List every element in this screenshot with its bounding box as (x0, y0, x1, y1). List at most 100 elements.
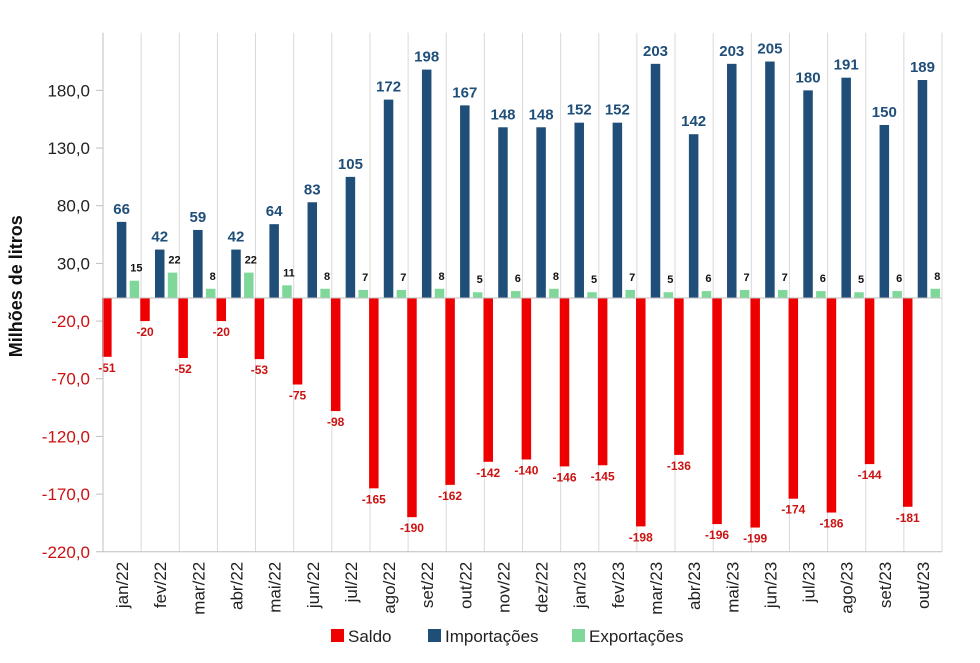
data-label: -146 (552, 470, 576, 484)
bar-saldo (445, 298, 455, 485)
bar-exportações (205, 288, 216, 298)
bar-importações (650, 63, 661, 298)
data-label: -196 (705, 528, 729, 542)
data-label: -199 (743, 532, 767, 546)
bar-exportações (854, 292, 864, 298)
x-tick-label: fev/23 (609, 562, 628, 608)
x-tick-label: abr/23 (685, 562, 704, 610)
x-tick-label: jan/23 (571, 562, 590, 609)
bar-saldo (140, 298, 150, 322)
bar-exportações (244, 272, 254, 298)
data-label: 198 (414, 49, 439, 66)
x-tick-label: abr/22 (227, 562, 246, 610)
bar-importações (231, 249, 241, 298)
data-label: 6 (705, 273, 711, 285)
x-tick-label: mar/22 (189, 562, 208, 615)
data-label: -142 (476, 466, 500, 480)
y-tick-label: -120,0 (42, 427, 90, 446)
data-label: 66 (113, 201, 130, 218)
x-tick-label: jul/22 (342, 562, 361, 604)
data-label: -98 (327, 415, 345, 429)
data-label: 205 (757, 41, 782, 58)
data-label: 5 (477, 274, 483, 286)
data-label: 148 (490, 106, 515, 123)
bar-saldo (864, 298, 875, 465)
data-label: 152 (605, 102, 630, 119)
data-label: -162 (438, 489, 462, 503)
data-label: 203 (643, 43, 668, 60)
bar-importações (498, 127, 508, 298)
data-label: 7 (400, 272, 406, 284)
bar-importações (345, 176, 356, 298)
x-tick-label: out/22 (456, 562, 475, 609)
data-label: 6 (515, 273, 521, 285)
data-label: 8 (324, 271, 330, 283)
x-tick-label: mar/23 (647, 562, 666, 615)
bar-saldo (178, 298, 188, 358)
data-label: 8 (934, 271, 940, 283)
x-tick-label: out/23 (914, 562, 933, 609)
data-label: -20 (136, 325, 154, 339)
bar-saldo (254, 298, 265, 360)
data-label: 150 (872, 104, 897, 121)
data-label: 105 (338, 156, 363, 173)
data-label: 180 (796, 69, 821, 86)
data-label: 6 (896, 273, 902, 285)
data-label: 148 (529, 106, 554, 123)
data-label: 15 (130, 263, 142, 275)
data-label: -198 (629, 530, 653, 544)
bar-saldo (330, 298, 341, 412)
y-tick-label: 80,0 (57, 197, 90, 216)
bar-saldo (674, 298, 684, 455)
bar-exportações (282, 285, 292, 298)
bar-exportações (892, 291, 902, 298)
data-label: 5 (591, 274, 597, 286)
data-label: -136 (667, 459, 691, 473)
data-label: 5 (667, 274, 673, 286)
bar-importações (536, 127, 546, 298)
bar-importações (193, 229, 203, 298)
data-label: 7 (782, 272, 788, 284)
data-label: 142 (681, 113, 706, 130)
bar-exportações (358, 289, 368, 298)
bar-importações (383, 99, 394, 299)
bar-exportações (396, 289, 407, 298)
data-label: 22 (245, 255, 257, 267)
bar-exportações (663, 292, 674, 298)
x-tick-label: ago/22 (380, 562, 399, 614)
data-label: 172 (376, 79, 401, 96)
bar-importações (841, 77, 851, 298)
bar-exportações (701, 291, 712, 298)
x-tick-label: jun/22 (304, 562, 323, 609)
bar-saldo (216, 298, 227, 322)
data-label: -75 (289, 389, 307, 403)
data-label: 8 (553, 271, 559, 283)
data-label: -20 (213, 325, 231, 339)
x-tick-label: nov/22 (494, 562, 513, 613)
bar-exportações (930, 288, 941, 298)
y-tick-label: -170,0 (42, 485, 90, 504)
bar-saldo (750, 298, 760, 528)
data-label: -53 (251, 363, 269, 377)
x-tick-label: jun/23 (761, 562, 780, 609)
bar-importações (803, 90, 813, 299)
data-label: 42 (151, 229, 168, 246)
legend-swatch (331, 629, 344, 642)
data-label: -174 (781, 503, 805, 517)
x-tick-label: set/23 (876, 562, 895, 608)
data-label: 7 (362, 272, 368, 284)
x-tick-label: mai/23 (723, 562, 742, 613)
bar-exportações (549, 288, 559, 298)
legend-swatch (428, 629, 441, 642)
data-label: -181 (896, 511, 920, 525)
y-tick-label: 180,0 (47, 81, 90, 100)
bar-importações (727, 63, 737, 298)
data-label: 7 (744, 272, 750, 284)
bar-exportações (625, 289, 635, 298)
data-label: -144 (858, 468, 882, 482)
data-label: 11 (283, 267, 295, 279)
x-tick-label: set/22 (418, 562, 437, 608)
bar-saldo (292, 298, 303, 385)
